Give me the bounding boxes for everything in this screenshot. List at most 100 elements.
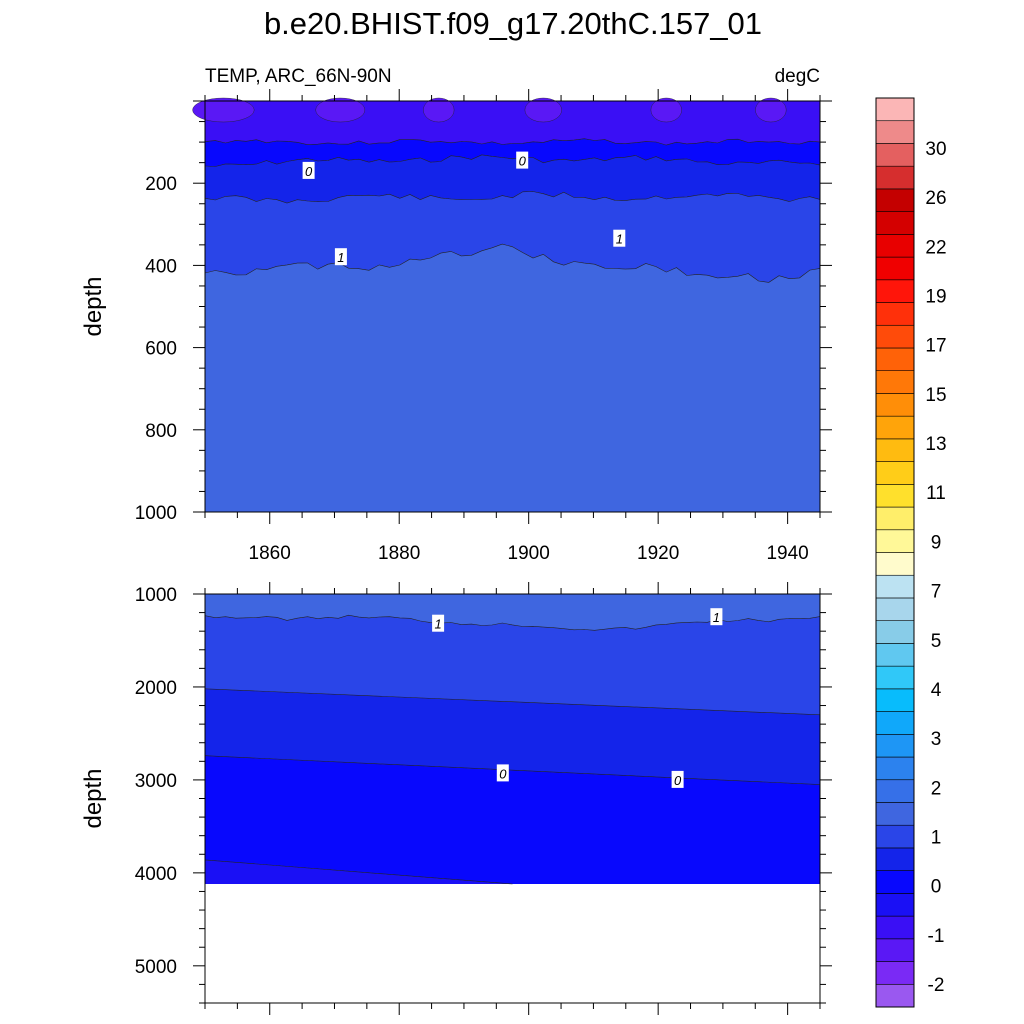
colorbar-label: 2 [931,778,942,799]
contour-label-box [334,248,347,266]
colorbar-box [875,484,915,508]
y-axis-label: depth [80,276,107,336]
contour-band [423,97,455,123]
colorbar-label: 13 [925,434,946,455]
colorbar-box [875,120,915,144]
contour-label-box [496,764,509,782]
colorbar-box [875,597,915,621]
contour-label-text: 1 [434,617,441,632]
colorbar-box [875,643,915,667]
colorbar-label: 11 [926,483,946,504]
x-tick-label: 1940 [766,543,808,564]
contour-line [204,138,821,146]
contour-band [650,97,682,123]
colorbar-label: 30 [925,139,946,160]
y-tick-label: 1000 [135,503,177,524]
colorbar-box [875,347,915,372]
contour-label-text: 1 [616,232,623,247]
colorbar-label: 17 [925,336,946,357]
colorbar-box [875,279,915,303]
colorbar-box [875,688,915,712]
colorbar-box [875,438,915,462]
contour-band [205,859,820,884]
colorbar-box [875,620,915,644]
colorbar-box [875,143,915,167]
contour-line [204,859,513,885]
colorbar-label: -2 [928,975,945,996]
contour-band [315,97,366,123]
colorbar-box [875,711,915,735]
contour-band [205,615,820,715]
colorbar-label: 3 [931,729,942,750]
contour-line [204,154,821,167]
colorbar-box [875,256,915,281]
units-label: degC [775,66,820,87]
colorbar-box [875,847,915,871]
y-tick-label: 200 [145,174,177,195]
colorbar-box [875,302,915,326]
contour-label-box [516,151,529,169]
contour-label-text: 1 [337,250,344,265]
colorbar-box [875,961,915,985]
contour-line [204,191,821,204]
contour-band [205,755,820,884]
colorbar-box [875,529,915,553]
y-tick-label: 1000 [135,585,177,606]
colorbar-box [875,824,915,849]
colorbar-box [875,574,915,599]
colorbar-box [875,893,915,917]
colorbar-label: 5 [931,631,942,652]
contour-label: 0 [302,161,315,179]
contour-label: 0 [516,151,529,169]
contour-label: 0 [496,764,509,782]
x-tick-label: 1860 [249,543,291,564]
colorbar-box [875,211,915,235]
y-tick-label: 800 [145,421,177,442]
contour-band [205,688,820,785]
colorbar-frame [875,97,915,1008]
contour-band [205,138,820,167]
contour-band [205,594,820,631]
colorbar-box [875,733,915,758]
colorbar-box [875,415,915,440]
colorbar-box [875,915,915,940]
contour-line [204,755,821,785]
colorbar-label: 19 [925,287,946,308]
colorbar-box [875,983,915,1008]
colorbar-box [875,370,915,394]
colorbar-box [875,506,915,531]
contour-label-text: 0 [499,766,507,781]
contour-label: 1 [432,614,445,632]
contour-label-box [710,608,723,626]
contour-band [524,97,562,123]
contour-line [204,243,821,283]
contour-label: 1 [710,608,723,626]
colorbar-box [875,938,915,962]
y-tick-label: 4000 [135,864,177,885]
lower-panel: 1000 2000 3000 4000 5000 depth 1 1 0 0 [80,582,832,1015]
contour-label-text: 0 [305,164,313,179]
contour-band [205,154,820,203]
colorbar-label: 15 [925,385,946,406]
colorbar-box [875,165,915,190]
colorbar-label: 4 [931,680,942,701]
contour-band [755,97,787,123]
colorbar-box [875,870,915,894]
colorbar-box [875,802,915,826]
y-tick-label: 5000 [135,957,177,978]
contour-label: 0 [671,770,684,788]
colorbar-box [875,97,915,122]
x-axis: 1860 1880 1900 1920 1940 [249,543,809,564]
colorbar-box [875,324,915,349]
colorbar-label: -1 [928,926,945,947]
variable-label: TEMP, ARC_66N-90N [205,66,392,87]
colorbar-box [875,461,915,485]
y-tick-label: 600 [145,339,177,360]
colorbar-box [875,188,915,212]
y-tick-label: 2000 [135,678,177,699]
colorbar-box [875,779,915,803]
contour-label: 1 [613,229,626,247]
contour-label-text: 0 [674,773,682,788]
contour-band [205,244,820,512]
